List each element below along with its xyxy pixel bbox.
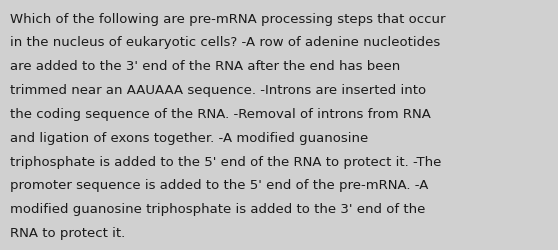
Text: RNA to protect it.: RNA to protect it.: [10, 226, 126, 239]
Text: modified guanosine triphosphate is added to the 3' end of the: modified guanosine triphosphate is added…: [10, 202, 425, 215]
Text: are added to the 3' end of the RNA after the end has been: are added to the 3' end of the RNA after…: [10, 60, 400, 73]
Text: in the nucleus of eukaryotic cells? -A row of adenine nucleotides: in the nucleus of eukaryotic cells? -A r…: [10, 36, 440, 49]
Text: and ligation of exons together. -A modified guanosine: and ligation of exons together. -A modif…: [10, 131, 368, 144]
Text: Which of the following are pre-mRNA processing steps that occur: Which of the following are pre-mRNA proc…: [10, 12, 445, 26]
Text: triphosphate is added to the 5' end of the RNA to protect it. -The: triphosphate is added to the 5' end of t…: [10, 155, 441, 168]
Text: promoter sequence is added to the 5' end of the pre-mRNA. -A: promoter sequence is added to the 5' end…: [10, 179, 429, 192]
Text: trimmed near an AAUAAA sequence. -Introns are inserted into: trimmed near an AAUAAA sequence. -Intron…: [10, 84, 426, 97]
Text: the coding sequence of the RNA. -Removal of introns from RNA: the coding sequence of the RNA. -Removal…: [10, 108, 431, 120]
